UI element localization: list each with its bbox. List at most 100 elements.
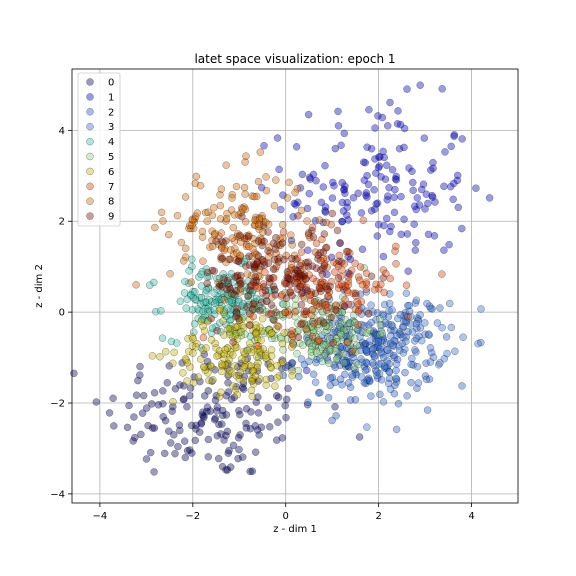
data-point [309, 317, 317, 326]
data-point [319, 317, 328, 326]
data-point [224, 379, 232, 387]
data-point [254, 345, 262, 353]
data-point [303, 327, 312, 336]
data-point [388, 322, 397, 330]
data-point [203, 305, 212, 313]
data-point [309, 339, 318, 348]
data-point [402, 333, 410, 341]
data-point [332, 412, 340, 420]
data-point [342, 359, 350, 367]
data-point [270, 201, 279, 210]
data-point [323, 356, 332, 365]
data-point [322, 282, 330, 291]
data-point [376, 315, 384, 323]
data-point [321, 341, 329, 350]
data-point [152, 307, 160, 316]
data-point [405, 164, 413, 172]
data-point [195, 273, 203, 281]
data-point [318, 235, 326, 244]
data-point [358, 245, 367, 254]
data-point [224, 372, 232, 380]
data-point [354, 307, 363, 316]
data-point [318, 299, 327, 308]
data-point [337, 280, 346, 288]
data-point [169, 402, 177, 411]
data-point [216, 215, 225, 223]
data-point [404, 267, 412, 275]
data-point [248, 192, 257, 200]
data-point [257, 423, 266, 432]
data-point [302, 325, 311, 334]
data-point [156, 352, 164, 361]
data-point [270, 255, 279, 264]
data-point [411, 246, 420, 254]
data-point [239, 364, 247, 372]
data-point [252, 261, 261, 269]
data-point [323, 270, 331, 279]
data-point [393, 331, 401, 340]
data-point [261, 327, 269, 335]
data-point [279, 191, 287, 199]
data-point [189, 287, 197, 296]
data-point [264, 259, 273, 268]
data-point [215, 295, 223, 304]
data-point [395, 342, 403, 350]
data-point [354, 325, 362, 334]
data-point [192, 296, 201, 305]
data-point [241, 350, 249, 358]
data-point [353, 341, 361, 350]
data-point [326, 381, 335, 390]
data-point [183, 377, 191, 385]
data-point [142, 404, 151, 412]
data-point [244, 277, 253, 285]
data-point [268, 315, 277, 323]
data-point [366, 341, 374, 350]
data-point [264, 360, 272, 368]
data-point [295, 282, 304, 290]
data-point [279, 311, 288, 319]
data-point [190, 218, 199, 226]
data-point [360, 362, 369, 371]
data-point [260, 141, 268, 150]
data-point [324, 292, 333, 301]
data-point [392, 360, 401, 368]
data-point [212, 285, 221, 294]
data-point [229, 351, 237, 359]
data-point [219, 238, 228, 247]
data-point [105, 409, 114, 417]
data-point [208, 236, 216, 245]
data-point [344, 281, 353, 289]
data-point [165, 362, 174, 370]
data-point [340, 186, 348, 194]
data-point [136, 362, 144, 371]
data-point [218, 289, 226, 298]
data-point [372, 334, 380, 343]
data-point [379, 147, 387, 156]
data-point [236, 284, 245, 293]
data-point [278, 221, 287, 229]
data-point [265, 423, 274, 431]
data-point [334, 284, 343, 292]
data-point [202, 289, 210, 297]
data-point [322, 306, 331, 314]
data-point [318, 307, 327, 316]
data-point [307, 311, 316, 320]
data-point [331, 302, 340, 310]
data-point [297, 282, 305, 291]
data-point [405, 307, 414, 316]
data-point [235, 375, 243, 383]
data-point [246, 282, 255, 290]
data-point [255, 220, 263, 229]
data-point [362, 307, 371, 316]
data-point [227, 298, 236, 306]
data-point [329, 178, 337, 187]
data-point [151, 223, 159, 232]
data-point [350, 363, 358, 371]
data-point [297, 320, 305, 329]
data-point [392, 425, 401, 434]
data-point [429, 158, 437, 167]
data-point [199, 346, 208, 355]
data-point [287, 330, 296, 339]
data-point [232, 323, 241, 332]
data-point [370, 329, 379, 338]
